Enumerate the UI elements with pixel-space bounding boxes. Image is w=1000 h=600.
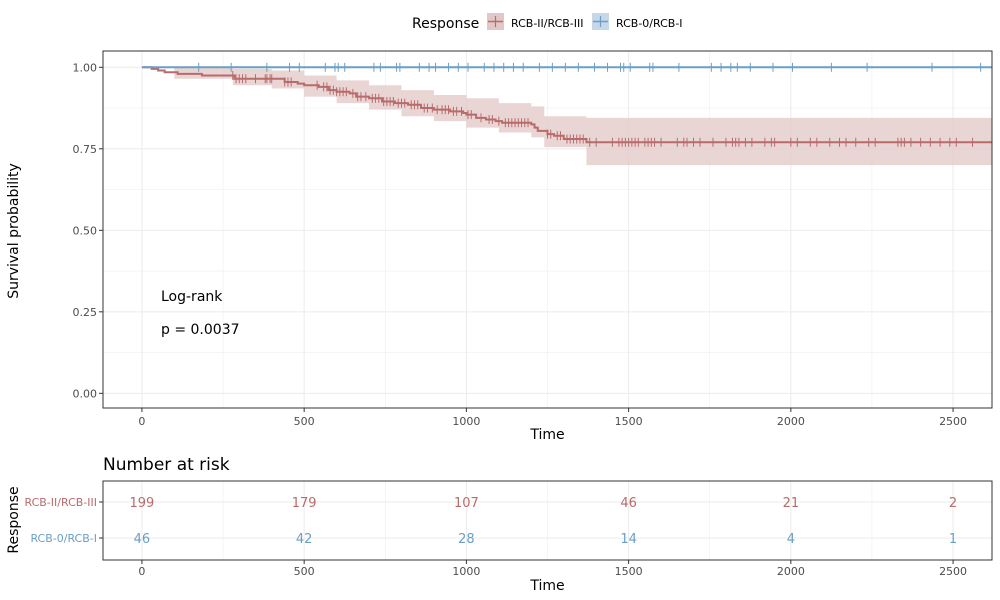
km-gridlines bbox=[103, 51, 992, 408]
km-y-axis-ticks: 0.00 0.25 0.50 0.75 1.00 bbox=[73, 61, 103, 400]
km-x-tick-label: 2000 bbox=[777, 415, 805, 428]
km-panel-border bbox=[102, 50, 993, 409]
legend-label-rcb-0-i: RCB-0/RCB-I bbox=[616, 17, 683, 30]
km-x-tick-label: 2500 bbox=[939, 415, 967, 428]
risk-cell: 4 bbox=[787, 532, 795, 547]
risk-cell: 21 bbox=[783, 496, 800, 511]
risk-table-panel: Number at risk 199 179 107 46 21 246 42 28 14 4 1 … bbox=[6, 455, 993, 594]
risk-gridlines bbox=[103, 481, 992, 560]
risk-cell: 2 bbox=[949, 496, 957, 511]
km-x-tick-label: 0 bbox=[138, 415, 145, 428]
risk-x-tick-label: 500 bbox=[294, 565, 315, 578]
km-y-tick-label: 0.25 bbox=[73, 306, 98, 319]
risk-x-axis-ticks: 0 500 1000 1500 2000 2500 bbox=[138, 560, 967, 578]
risk-cell: 46 bbox=[134, 532, 151, 547]
risk-cell: 179 bbox=[292, 496, 317, 511]
risk-row-label: RCB-II/RCB-III bbox=[24, 496, 97, 509]
risk-x-axis-label: Time bbox=[529, 578, 564, 594]
risk-cell: 1 bbox=[949, 532, 957, 547]
risk-row-labels: RCB-II/RCB-III RCB-0/RCB-I bbox=[24, 496, 103, 545]
risk-x-tick-label: 0 bbox=[138, 565, 145, 578]
risk-cell: 107 bbox=[454, 496, 479, 511]
km-x-tick-label: 500 bbox=[294, 415, 315, 428]
km-x-tick-label: 1000 bbox=[452, 415, 480, 428]
km-x-tick-label: 1500 bbox=[615, 415, 643, 428]
risk-cell: 28 bbox=[458, 532, 475, 547]
risk-x-tick-label: 2000 bbox=[777, 565, 805, 578]
km-annotation-pvalue: p = 0.0037 bbox=[161, 322, 240, 338]
km-band-rcb-ii-iii bbox=[141, 67, 992, 166]
km-plot-panel: 0.00 0.25 0.50 0.75 1.00 0 500 1000 1500 2000 250… bbox=[6, 50, 993, 443]
km-y-tick-label: 0.00 bbox=[73, 387, 98, 400]
km-censor-marks bbox=[198, 62, 982, 147]
risk-cell: 199 bbox=[130, 496, 155, 511]
risk-x-tick-label: 1500 bbox=[615, 565, 643, 578]
risk-y-axis-label: Response bbox=[6, 486, 22, 553]
risk-cell: 42 bbox=[296, 532, 313, 547]
km-x-axis-label: Time bbox=[529, 427, 564, 443]
risk-x-tick-label: 2500 bbox=[939, 565, 967, 578]
km-y-tick-label: 0.75 bbox=[73, 143, 98, 156]
risk-cell: 46 bbox=[620, 496, 637, 511]
risk-table-title: Number at risk bbox=[103, 455, 230, 475]
km-y-axis-label: Survival probability bbox=[6, 163, 22, 299]
legend-title: Response bbox=[412, 16, 479, 32]
legend: Response RCB-II/RCB-III RCB-0/RCB-I bbox=[412, 13, 683, 32]
risk-panel-border bbox=[102, 480, 993, 561]
km-annotation-test: Log-rank bbox=[161, 289, 223, 305]
km-y-tick-label: 0.50 bbox=[73, 224, 98, 237]
risk-x-tick-label: 1000 bbox=[452, 565, 480, 578]
km-x-axis-ticks: 0 500 1000 1500 2000 2500 bbox=[138, 408, 967, 428]
risk-row-label: RCB-0/RCB-I bbox=[30, 532, 97, 545]
legend-item-rcb-0-i: RCB-0/RCB-I bbox=[592, 13, 683, 30]
risk-cell: 14 bbox=[620, 532, 637, 547]
km-confidence-bands bbox=[141, 67, 992, 166]
km-y-tick-label: 1.00 bbox=[73, 61, 98, 74]
legend-label-rcb-ii-iii: RCB-II/RCB-III bbox=[511, 17, 584, 30]
legend-item-rcb-ii-iii: RCB-II/RCB-III bbox=[487, 13, 584, 30]
risk-table-values: 199 179 107 46 21 2 46 42 28 14 4 1 bbox=[130, 496, 958, 547]
